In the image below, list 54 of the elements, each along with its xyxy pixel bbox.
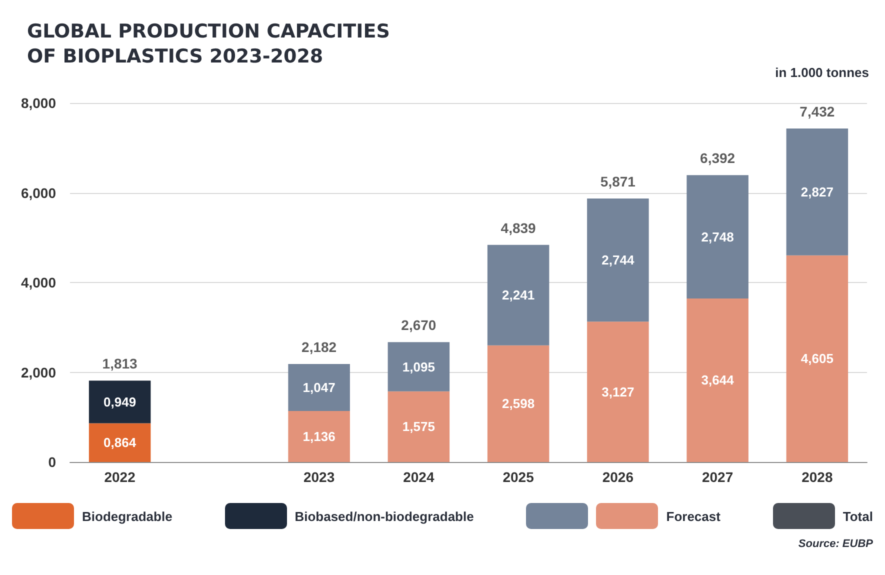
data-label: 2,744 <box>602 252 635 268</box>
bar <box>487 345 550 462</box>
bar <box>88 380 151 424</box>
total-label: 5,871 <box>600 174 636 190</box>
x-tick-label: 2024 <box>403 469 434 485</box>
chart-title: GLOBAL PRODUCTION CAPACITIES OF BIOPLASTICS 2023-2028 <box>27 20 396 68</box>
data-label: 3,644 <box>701 372 735 388</box>
source-note: Source: EUBP <box>797 538 874 550</box>
y-tick-label: 2,000 <box>20 364 56 380</box>
total-label: 1,813 <box>102 356 138 372</box>
x-tick-label: 2022 <box>104 469 136 485</box>
y-tick-label: 6,000 <box>20 184 56 201</box>
bar <box>288 364 350 412</box>
data-label: 3,127 <box>602 384 634 400</box>
bar <box>388 391 450 462</box>
bar <box>686 298 748 462</box>
data-label: 1,047 <box>302 380 336 396</box>
bar <box>587 198 649 322</box>
data-label: 0,949 <box>104 394 136 410</box>
bar <box>388 342 450 392</box>
data-label: 4,605 <box>800 351 834 366</box>
total-label: 4,839 <box>500 220 536 236</box>
bar <box>487 244 550 346</box>
data-label: 1,095 <box>402 359 435 374</box>
bar <box>786 255 848 462</box>
data-label: 0,864 <box>104 435 137 450</box>
text: Total <box>842 508 873 524</box>
x-tick-label: 2026 <box>602 469 634 485</box>
bar <box>686 175 748 298</box>
x-tick-label: 2023 <box>303 469 335 485</box>
data-label: 1,575 <box>402 419 435 434</box>
total-label: 7,432 <box>800 103 835 120</box>
legend-label: Forecast <box>666 508 720 524</box>
text: in 1.000 tonnes <box>775 65 869 80</box>
y-tick-label: 8,000 <box>20 95 56 111</box>
data-label: 1,136 <box>302 429 336 444</box>
legend-label: Biodegradable <box>82 508 172 524</box>
total-label: 6,392 <box>700 150 736 166</box>
total-label: 2,670 <box>401 317 436 334</box>
bar <box>587 322 649 462</box>
bar <box>88 423 151 462</box>
data-label: 2,598 <box>502 396 535 412</box>
x-tick-label: 2027 <box>702 469 734 485</box>
y-tick-label: 4,000 <box>20 274 56 290</box>
y-tick-label: 0 <box>48 454 56 470</box>
data-label: 2,748 <box>701 229 734 244</box>
data-label: 2,827 <box>800 184 834 200</box>
bar <box>786 128 848 256</box>
bar <box>288 411 350 462</box>
legend-label: Biobased/non-biodegradable <box>294 508 474 524</box>
data-label: 2,241 <box>502 288 535 303</box>
x-tick-label: 2025 <box>502 469 534 485</box>
total-label: 2,182 <box>302 339 337 356</box>
x-tick-label: 2028 <box>802 469 833 485</box>
